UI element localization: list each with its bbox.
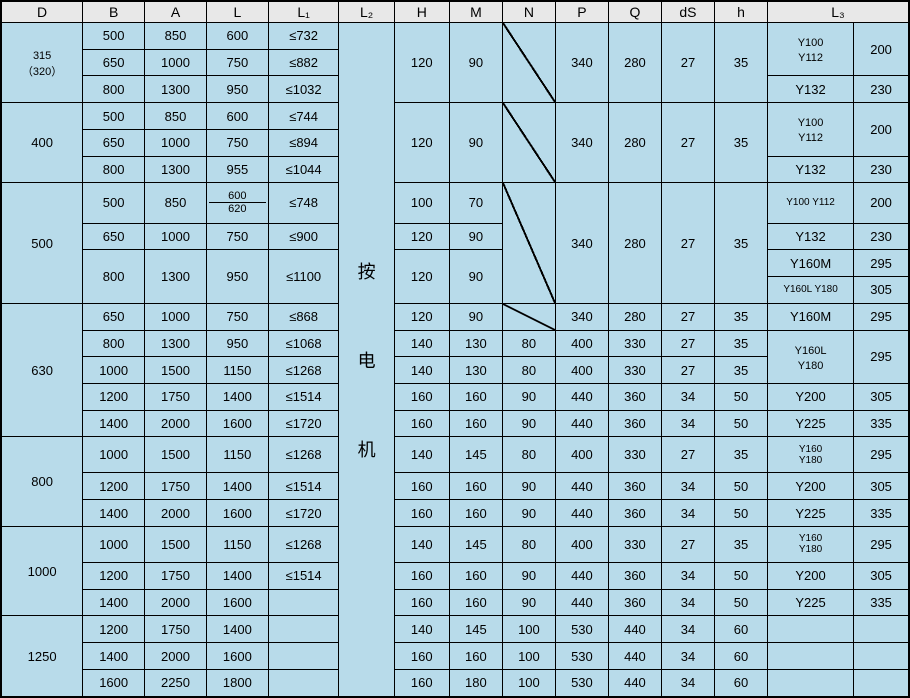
table-row: 400 500850600≤744 12090 3402802735 Y100 … [1,103,909,130]
cell-D: 315 （320） [1,23,83,103]
col-h: h [714,1,767,23]
table-row: 500 500850 600620 ≤748 10070 3402802735 … [1,183,909,223]
cell-D: 1250 [1,616,83,697]
table-row: 140020001600 160160100 5304403460 [1,643,909,670]
table-row: 120017501400≤1514 16016090 4403603450 Y2… [1,473,909,500]
table-row: 800 100015001150≤1268 14014580 400330273… [1,437,909,473]
table-row: 6501000750≤900 12090 Y132230 [1,223,909,250]
col-P: P [555,1,608,23]
cell-D: 630 [1,303,83,437]
col-L2: L₂ [339,1,394,23]
col-D: D [1,1,83,23]
table-row: 120017501400≤1514 16016090 4403603450 Y2… [1,383,909,410]
header-row: D B A L L₁ L₂ H M N P Q dS h L₃ [1,1,909,23]
spec-table: D B A L L₁ L₂ H M N P Q dS h L₃ 315 （320… [0,0,910,698]
diag-cell [502,303,555,330]
table-row: 140020001600≤1720 16016090 4403603450 Y2… [1,410,909,437]
table-row: 1000 100015001150≤1268 14014580 40033027… [1,526,909,562]
table-row: 8001300950≤1100 12090 Y160M295 [1,250,909,277]
cell-L2: 按电机 [339,23,394,698]
col-M: M [449,1,502,23]
diag-cell [502,103,555,183]
table-row: 140020001600 16016090 4403603450 Y225335 [1,589,909,616]
diag-cell [502,23,555,103]
col-L: L [206,1,268,23]
col-dS: dS [661,1,714,23]
table-row: 120017501400≤1514 16016090 4403603450 Y2… [1,563,909,590]
table-row: 160022501800 160180100 5304403460 [1,669,909,697]
col-L1: L₁ [268,1,339,23]
cell-D: 400 [1,103,83,183]
table-row: 315 （320） 500850600≤732 按电机 12090 340280… [1,23,909,50]
diag-cell [502,183,555,304]
col-A: A [145,1,207,23]
table-row: 140020001600≤1720 16016090 4403603450 Y2… [1,500,909,527]
cell-D: 1000 [1,526,83,616]
col-B: B [83,1,145,23]
col-H: H [394,1,449,23]
cell-D: 800 [1,437,83,527]
col-N: N [502,1,555,23]
col-L3: L₃ [767,1,909,23]
col-Q: Q [608,1,661,23]
table-row: 630 6501000750≤868 12090 3402802735 Y160… [1,303,909,330]
table-row: 1250 120017501400 140145100 5304403460 [1,616,909,643]
table-row: 8001300950≤1068 14013080 4003302735 Y160… [1,330,909,357]
cell-D: 500 [1,183,83,304]
